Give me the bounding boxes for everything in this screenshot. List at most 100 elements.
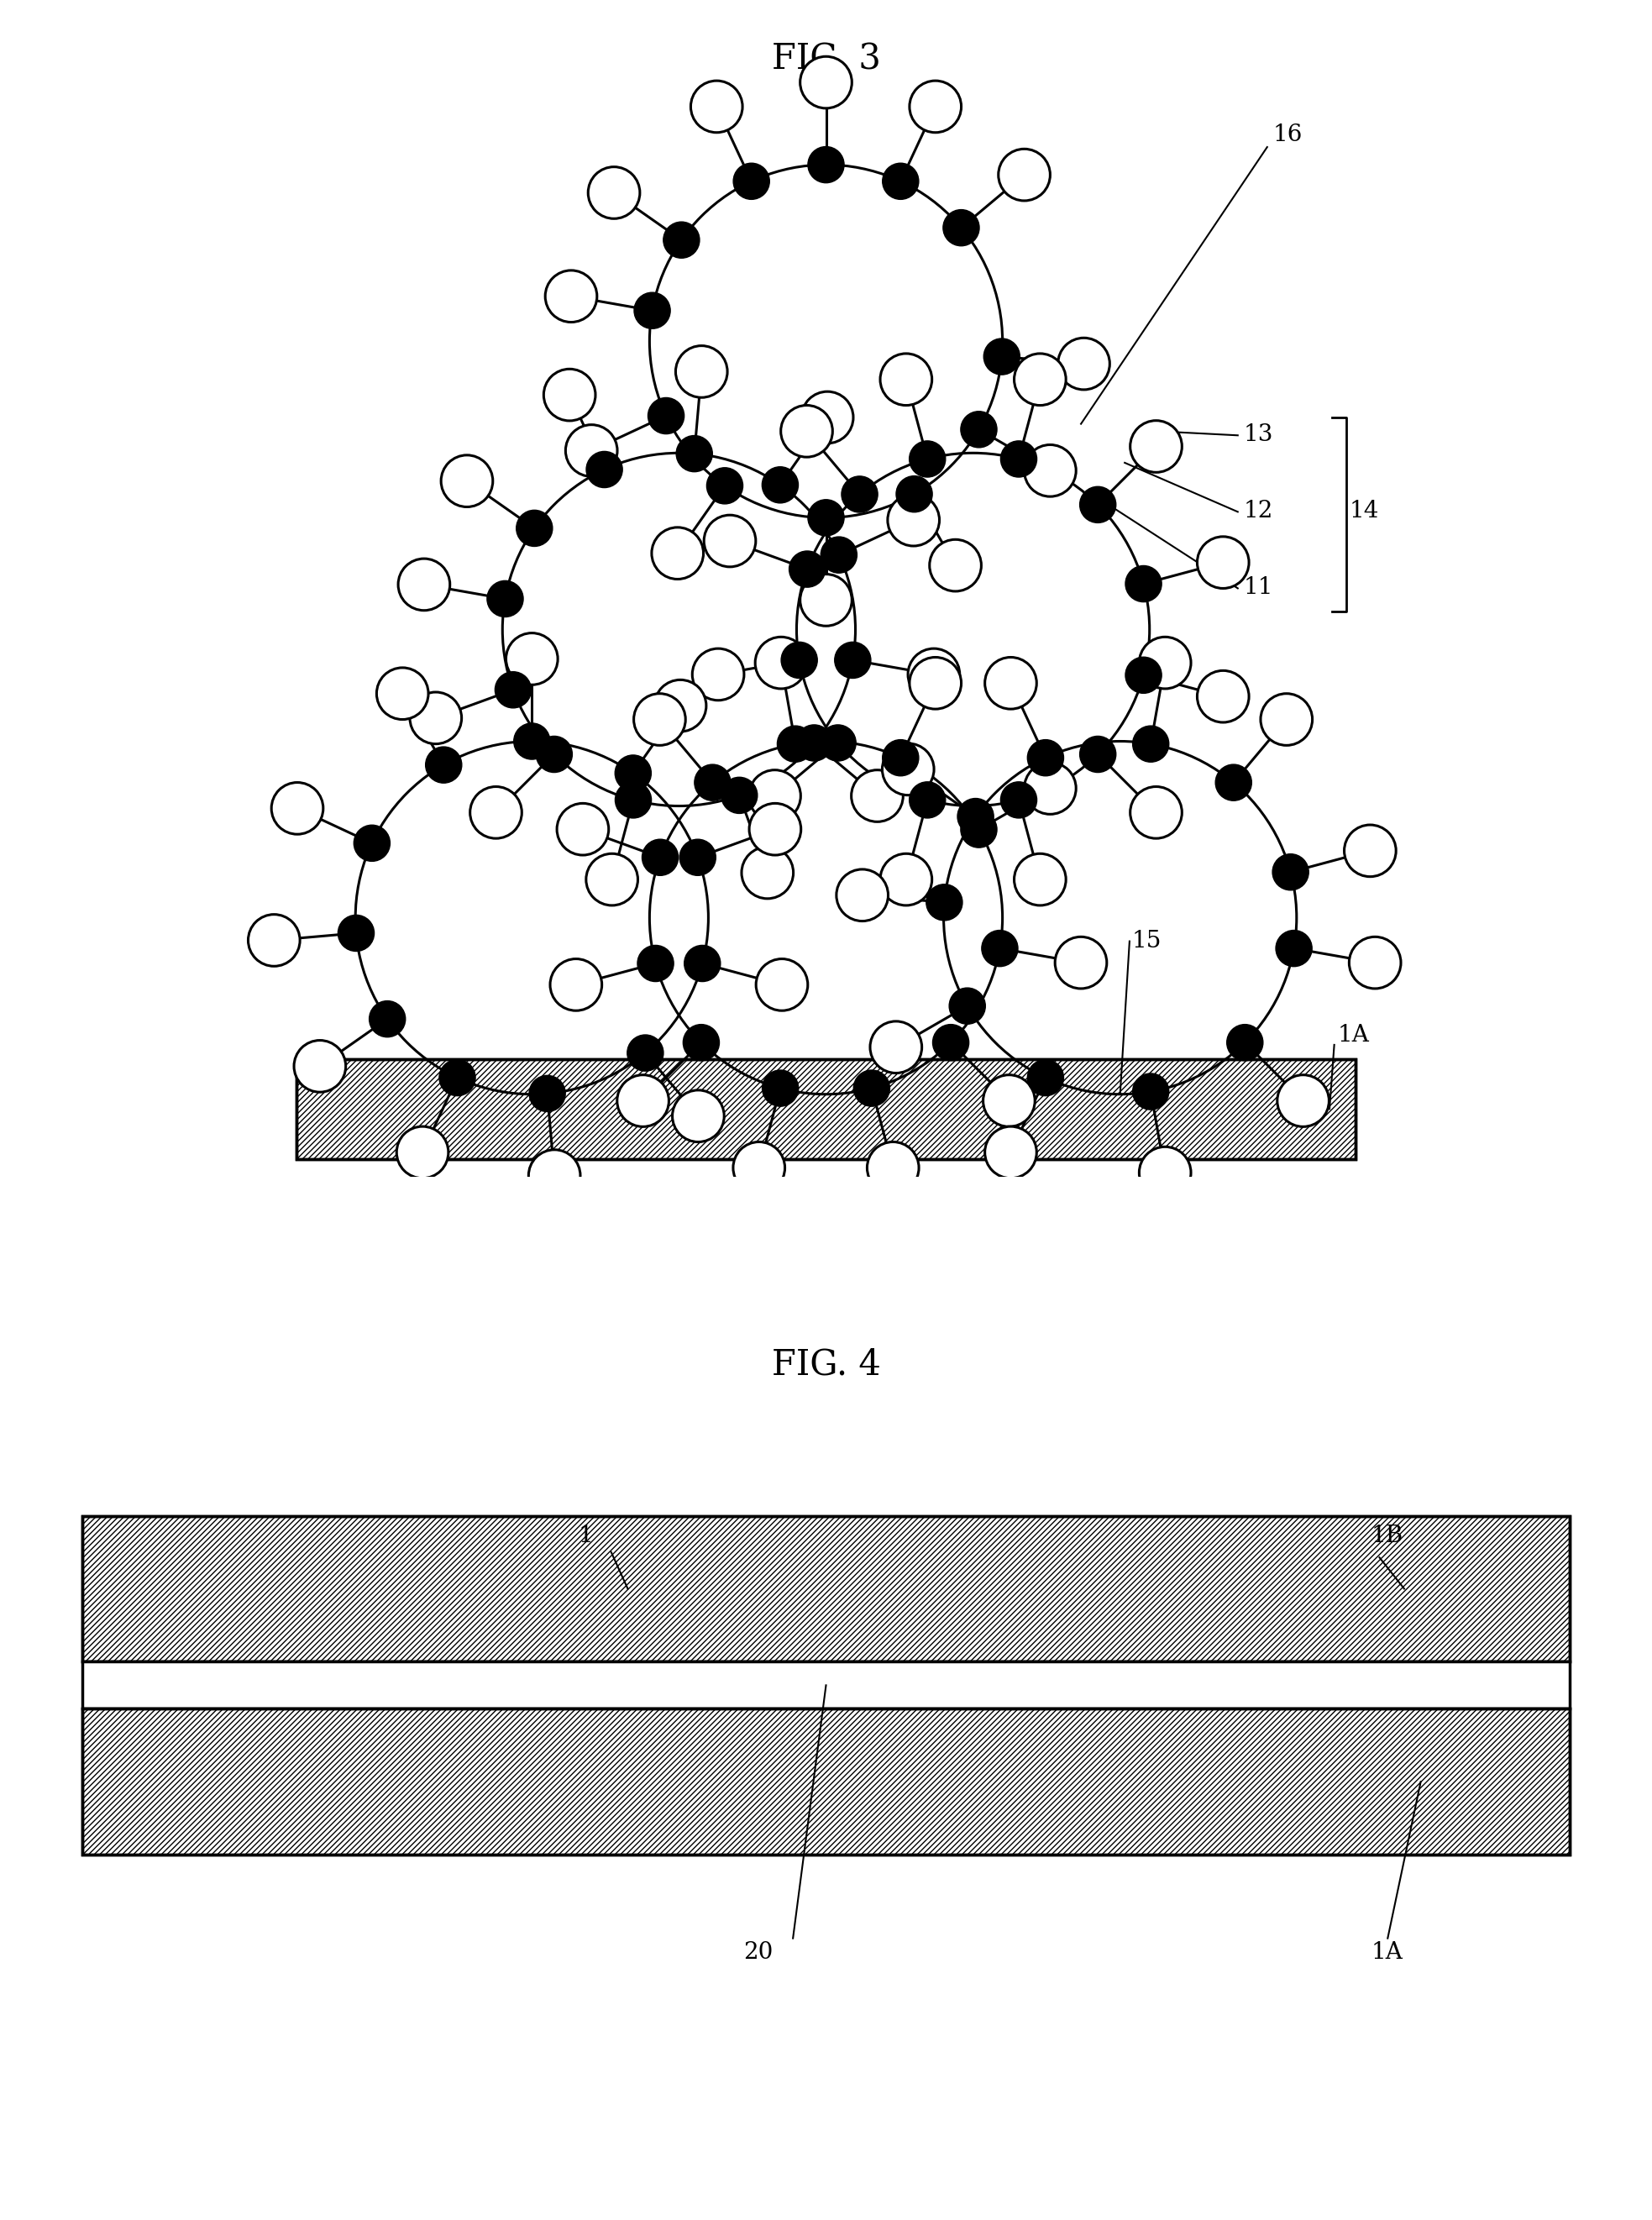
Circle shape — [586, 855, 638, 906]
Circle shape — [867, 1141, 919, 1194]
Circle shape — [544, 369, 595, 422]
Circle shape — [506, 633, 558, 684]
Circle shape — [1028, 1059, 1064, 1097]
Circle shape — [643, 839, 679, 875]
Text: 1B: 1B — [1371, 1525, 1403, 1547]
Circle shape — [887, 495, 940, 546]
Text: 16: 16 — [1274, 124, 1303, 147]
Circle shape — [961, 411, 996, 448]
Circle shape — [651, 528, 704, 579]
Circle shape — [854, 1070, 890, 1106]
Circle shape — [881, 353, 932, 406]
Circle shape — [517, 511, 552, 546]
Circle shape — [808, 500, 844, 535]
Circle shape — [248, 915, 301, 966]
Circle shape — [271, 781, 324, 835]
Circle shape — [368, 1001, 405, 1037]
Circle shape — [943, 209, 980, 246]
Circle shape — [654, 679, 705, 733]
Circle shape — [895, 475, 932, 513]
Text: 15: 15 — [1132, 930, 1161, 952]
Circle shape — [742, 846, 793, 899]
Circle shape — [691, 80, 742, 133]
Circle shape — [588, 166, 639, 218]
Circle shape — [586, 451, 623, 488]
Circle shape — [529, 1074, 565, 1112]
Circle shape — [638, 946, 674, 981]
Circle shape — [1130, 786, 1181, 839]
Circle shape — [704, 515, 755, 566]
Circle shape — [882, 739, 919, 777]
Circle shape — [909, 781, 945, 819]
Circle shape — [1133, 726, 1170, 761]
Circle shape — [1057, 337, 1110, 391]
Text: 1A: 1A — [1371, 1942, 1403, 1965]
Circle shape — [722, 777, 757, 813]
Circle shape — [694, 764, 730, 801]
Circle shape — [910, 80, 961, 133]
Circle shape — [676, 435, 712, 473]
Circle shape — [1275, 930, 1312, 966]
Circle shape — [398, 559, 449, 611]
Text: 12: 12 — [1244, 500, 1274, 522]
Circle shape — [676, 346, 727, 397]
Circle shape — [1198, 670, 1249, 722]
Circle shape — [757, 959, 808, 1010]
Circle shape — [983, 337, 1019, 375]
Circle shape — [909, 442, 945, 477]
Circle shape — [1277, 1074, 1328, 1128]
Circle shape — [471, 786, 522, 839]
Text: 1: 1 — [578, 1525, 593, 1547]
Circle shape — [615, 781, 651, 819]
Circle shape — [985, 657, 1036, 708]
Circle shape — [692, 648, 743, 699]
Circle shape — [1024, 761, 1075, 815]
Circle shape — [615, 755, 651, 790]
Circle shape — [529, 1150, 580, 1201]
Circle shape — [1125, 566, 1161, 602]
FancyBboxPatch shape — [83, 1516, 1569, 1663]
Circle shape — [1227, 1023, 1264, 1061]
Circle shape — [776, 726, 813, 761]
Circle shape — [557, 804, 608, 855]
Circle shape — [881, 855, 932, 906]
FancyBboxPatch shape — [83, 1709, 1569, 1856]
Text: 11: 11 — [1244, 577, 1274, 599]
Circle shape — [800, 56, 852, 109]
Circle shape — [1260, 693, 1312, 746]
Circle shape — [998, 149, 1051, 200]
Circle shape — [410, 693, 461, 744]
Text: FIG. 4: FIG. 4 — [771, 1348, 881, 1383]
Circle shape — [750, 804, 801, 855]
Circle shape — [682, 1023, 719, 1061]
Circle shape — [1024, 444, 1075, 497]
Circle shape — [679, 839, 715, 875]
Circle shape — [339, 915, 375, 950]
Circle shape — [294, 1041, 345, 1092]
FancyBboxPatch shape — [83, 1663, 1569, 1709]
Circle shape — [1130, 420, 1181, 473]
Circle shape — [1056, 937, 1107, 988]
Circle shape — [841, 475, 877, 513]
Circle shape — [834, 642, 871, 679]
Circle shape — [1014, 353, 1066, 406]
Circle shape — [672, 1090, 724, 1141]
Text: 13: 13 — [1244, 424, 1274, 446]
Circle shape — [796, 724, 833, 761]
Circle shape — [1140, 637, 1191, 688]
Circle shape — [1140, 1148, 1191, 1199]
Circle shape — [514, 724, 550, 759]
Circle shape — [950, 988, 985, 1023]
Circle shape — [882, 162, 919, 200]
Circle shape — [1133, 1074, 1170, 1110]
Circle shape — [545, 271, 596, 322]
Circle shape — [961, 810, 996, 848]
Circle shape — [1080, 486, 1117, 522]
Text: FIG. 3: FIG. 3 — [771, 42, 881, 75]
Circle shape — [1198, 537, 1249, 588]
Circle shape — [927, 884, 963, 921]
Circle shape — [882, 744, 933, 795]
Circle shape — [981, 930, 1018, 966]
Circle shape — [801, 391, 854, 444]
FancyBboxPatch shape — [297, 1059, 1355, 1159]
